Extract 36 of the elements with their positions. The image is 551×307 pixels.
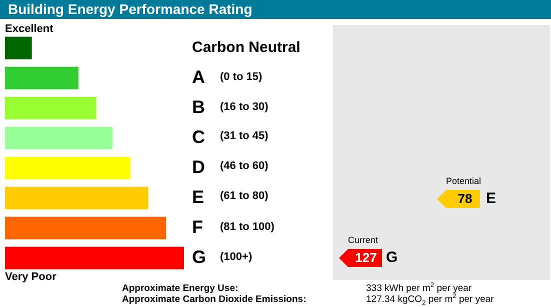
bar — [5, 66, 78, 90]
text: Current — [348, 234, 378, 246]
bar — [5, 216, 166, 240]
y-tick-label: Carbon Neutral — [192, 39, 300, 56]
y-tick-label: D — [192, 156, 205, 177]
text: (31 to 45) — [220, 130, 268, 144]
text: (16 to 30) — [220, 101, 268, 114]
text: (100+) — [220, 251, 252, 264]
text: 333 kWh per m$^{2}$ per year — [366, 282, 472, 294]
text: (61 to 80) — [220, 190, 268, 204]
y-tick-label: E — [192, 186, 204, 207]
text: (0 to 15) — [220, 71, 262, 84]
text: Approximate Energy Use: — [122, 283, 238, 294]
y-tick-label: B — [192, 96, 205, 117]
y-tick-label: C — [192, 126, 205, 147]
bar — [5, 156, 130, 180]
y-tick-label: A — [192, 66, 205, 87]
bar — [5, 246, 184, 270]
bar — [5, 126, 112, 150]
text: Approximate Carbon Dioxide Emissions: — [122, 294, 306, 306]
text: 127 — [355, 250, 377, 266]
text: (81 to 100) — [220, 221, 274, 234]
text: E — [486, 190, 496, 208]
text: Potential — [446, 176, 482, 187]
annotation: Excellent — [5, 23, 54, 36]
bar — [5, 36, 32, 60]
y-tick-label: F — [192, 216, 203, 237]
bar — [5, 96, 96, 120]
bar — [5, 186, 148, 210]
chart-title: Building Energy Performance Rating — [0, 0, 551, 19]
text: 127.34 kgCO$_{2}$ per m$^{2}$ per year — [366, 293, 494, 307]
text: G — [386, 249, 398, 267]
annotation: Very Poor — [5, 271, 56, 284]
y-tick-label: G — [192, 246, 206, 267]
text: 78 — [458, 191, 472, 208]
text: (46 to 60) — [220, 160, 268, 174]
